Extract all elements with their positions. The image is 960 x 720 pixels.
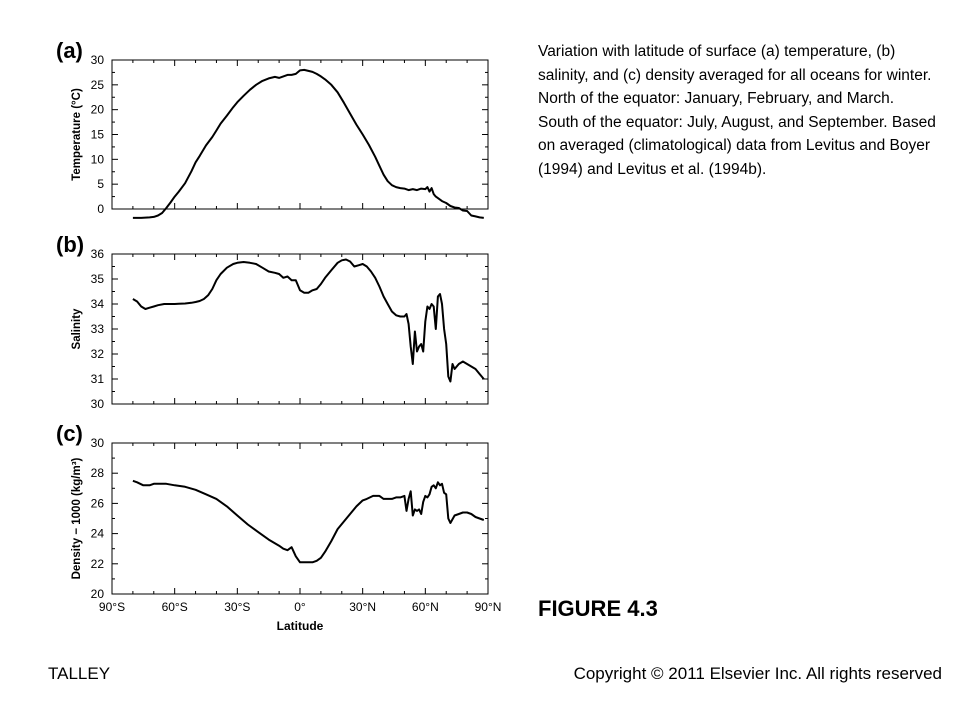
x-tick-label: 30°S — [224, 600, 250, 614]
y-tick-label: 35 — [91, 272, 105, 286]
plot-frame — [111, 253, 489, 405]
y-tick-label: 24 — [91, 527, 105, 541]
y-tick-label: 5 — [97, 177, 104, 191]
y-axis-label: Salinity — [71, 308, 83, 350]
y-tick-label: 15 — [91, 128, 105, 142]
y-axis-label: Density − 1000 (kg/m³) — [71, 457, 83, 579]
y-tick-label: 30 — [91, 53, 105, 67]
data-series-line — [132, 68, 484, 219]
footer-author: TALLEY — [48, 664, 111, 683]
x-tick-label: 0° — [294, 600, 306, 614]
panel-a-temperature: 0 5 10 15 20 25 30 (a) Temperature (°C) — [56, 38, 489, 219]
panel-c-density: 20 22 24 26 28 30 90°S 60°S 30°S 0° 30°N 60°N 90°N (c… — [56, 421, 501, 614]
panel-label: (c) — [56, 421, 83, 446]
x-tick-label: 60°N — [412, 600, 439, 614]
y-tick-label: 20 — [91, 103, 105, 117]
y-tick-label: 10 — [91, 152, 105, 166]
data-series-line — [132, 479, 485, 564]
panel-label: (a) — [56, 38, 83, 63]
y-tick-label: 0 — [97, 202, 104, 216]
y-tick-label: 25 — [91, 78, 105, 92]
x-tick-label: 90°N — [475, 600, 502, 614]
figure-label: FIGURE 4.3 — [538, 596, 658, 621]
plot-frame — [111, 442, 489, 595]
y-tick-label: 32 — [91, 347, 105, 361]
y-tick-label: 30 — [91, 397, 105, 411]
y-tick-label: 31 — [91, 372, 105, 386]
x-axis-label: Latitude — [277, 619, 324, 633]
figure-caption: Variation with latitude of surface (a) t… — [538, 43, 936, 178]
panel-b-salinity: 30 31 32 33 34 35 36 (b) Salinity — [56, 232, 489, 411]
y-tick-label: 26 — [91, 496, 105, 510]
y-tick-label: 22 — [91, 557, 105, 571]
y-tick-label: 28 — [91, 466, 105, 480]
x-tick-label: 90°S — [99, 600, 125, 614]
y-tick-label: 30 — [91, 436, 105, 450]
y-tick-label: 34 — [91, 297, 105, 311]
y-tick-label: 36 — [91, 247, 105, 261]
panel-label: (b) — [56, 232, 84, 257]
footer-copyright: Copyright © 2011 Elsevier Inc. All right… — [573, 664, 942, 683]
x-tick-label: 30°N — [349, 600, 376, 614]
data-series-line — [132, 258, 485, 383]
y-tick-label: 33 — [91, 322, 105, 336]
y-tick-label: 20 — [91, 587, 105, 601]
figure-charts: 0 5 10 15 20 25 30 (a) Temperature (°C) 30 31 32 33… — [56, 38, 501, 633]
plot-frame — [111, 59, 489, 210]
x-tick-label: 60°S — [162, 600, 188, 614]
y-axis-label: Temperature (°C) — [71, 88, 83, 181]
